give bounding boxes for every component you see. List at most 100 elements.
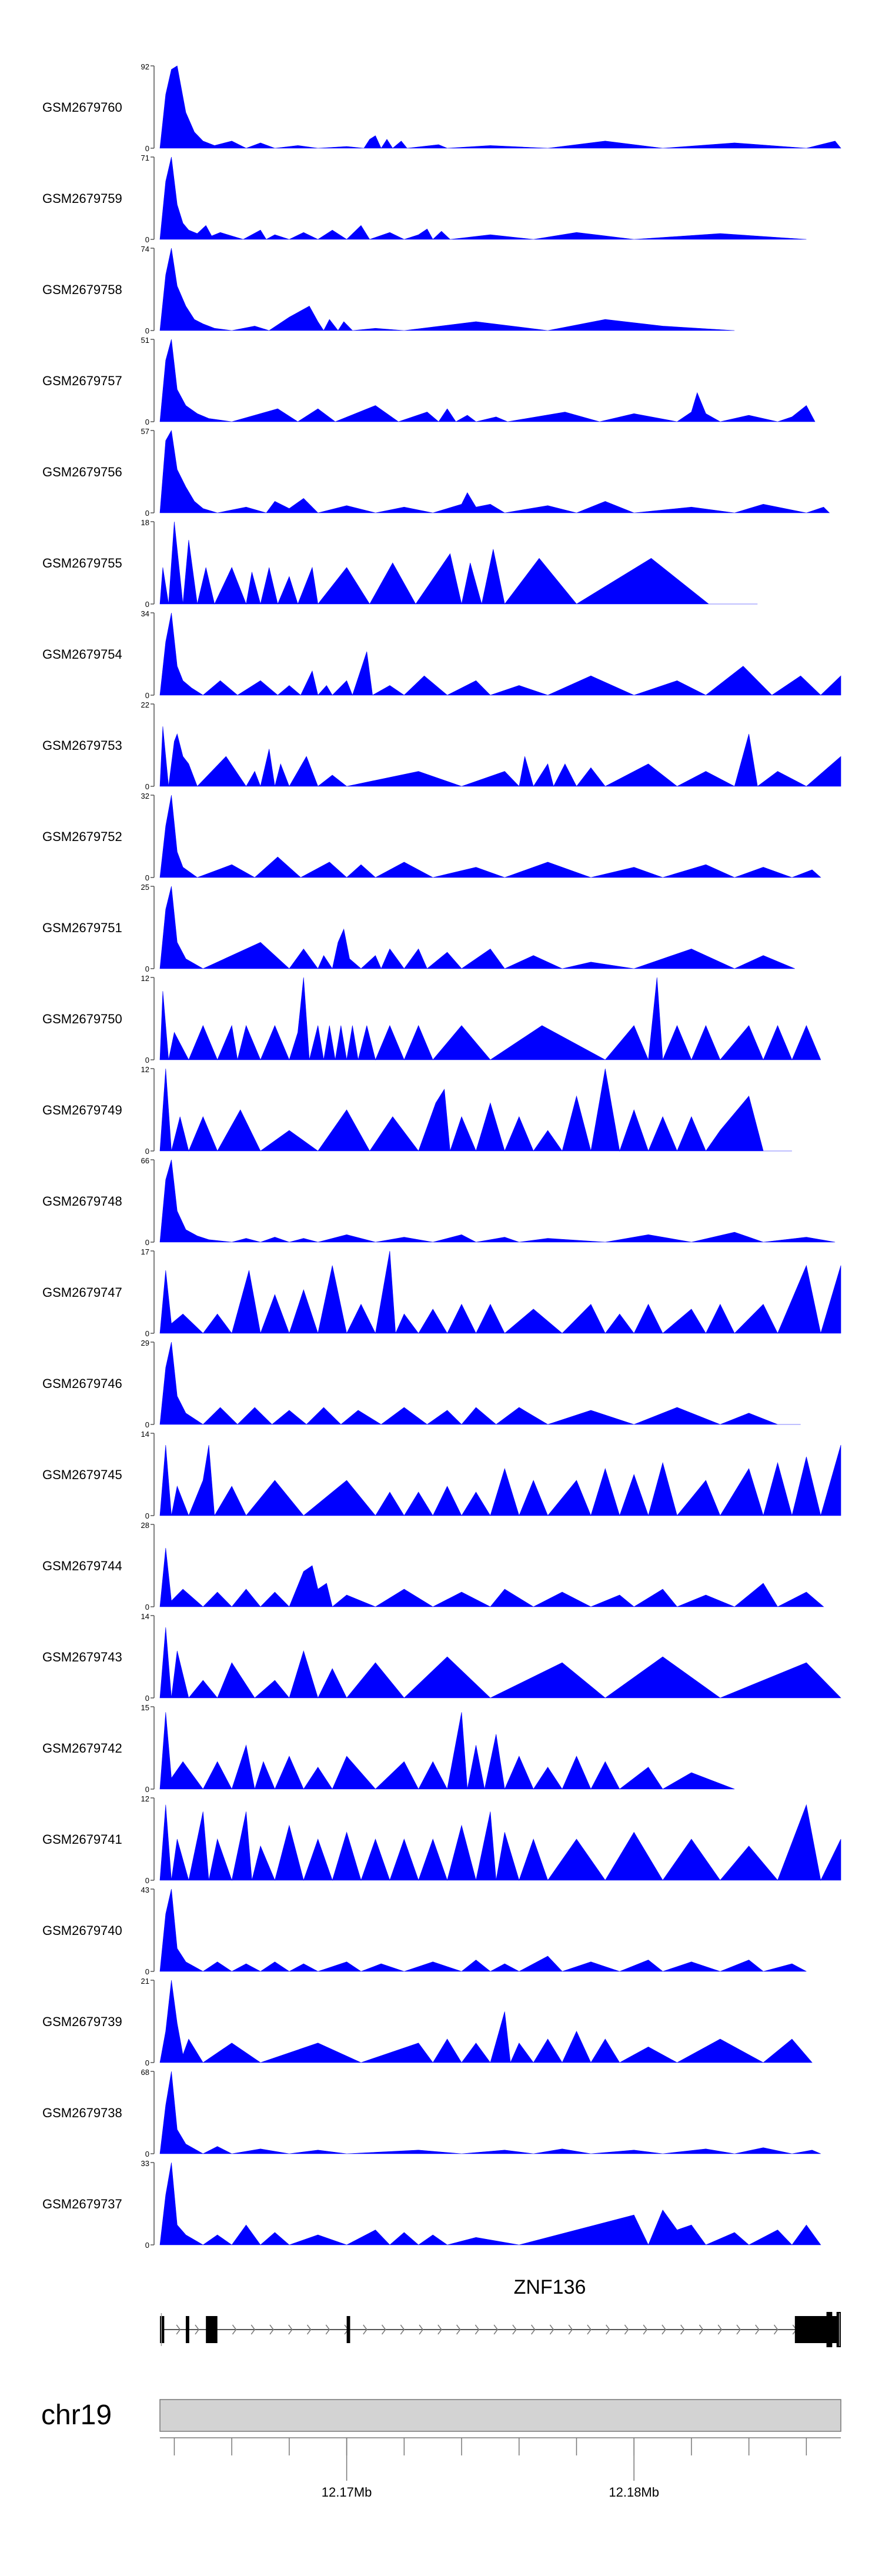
strand-arrow xyxy=(568,2324,573,2335)
strand-arrow xyxy=(381,2324,386,2335)
strand-arrow xyxy=(531,2324,536,2335)
coverage-area xyxy=(159,1888,807,1972)
coverage-area xyxy=(159,1250,841,1334)
y-min-label: 0 xyxy=(145,418,149,426)
track-label: GSM2679746 xyxy=(42,1376,122,1391)
track-label: GSM2679745 xyxy=(42,1467,122,1482)
strand-arrow xyxy=(456,2324,461,2335)
coverage-area xyxy=(159,339,816,422)
coverage-area xyxy=(159,248,735,331)
strand-arrow xyxy=(512,2324,517,2335)
y-min-label: 0 xyxy=(145,1511,149,1520)
ideogram-track: chr19 xyxy=(41,2399,841,2432)
strand-arrow xyxy=(176,2324,181,2335)
y-min-label: 0 xyxy=(145,1876,149,1885)
track-GSM2679745: GSM2679745 14 0 xyxy=(42,1430,841,1520)
track-GSM2679760: GSM2679760 92 0 xyxy=(42,62,841,153)
track-GSM2679752: GSM2679752 32 0 xyxy=(42,792,821,882)
y-min-label: 0 xyxy=(145,600,149,609)
coverage-tracks: GSM2679760920GSM2679759710GSM2679758740G… xyxy=(42,62,841,2250)
track-GSM2679741: GSM2679741 12 0 xyxy=(42,1794,841,1885)
track-label: GSM2679748 xyxy=(42,1194,122,1209)
track-label: GSM2679749 xyxy=(42,1103,122,1117)
y-min-label: 0 xyxy=(145,691,149,700)
y-max-label: 14 xyxy=(141,1430,149,1439)
track-label: GSM2679742 xyxy=(42,1741,122,1756)
track-GSM2679739: GSM2679739 21 0 xyxy=(42,1977,813,2067)
y-max-label: 57 xyxy=(141,427,149,436)
coverage-area xyxy=(159,521,758,605)
y-min-label: 0 xyxy=(145,1420,149,1429)
y-max-label: 66 xyxy=(141,1156,149,1165)
y-min-label: 0 xyxy=(145,235,149,244)
strand-arrow xyxy=(755,2324,760,2335)
track-label: GSM2679743 xyxy=(42,1650,122,1664)
exon xyxy=(206,2316,218,2343)
strand-arrow xyxy=(587,2324,592,2335)
y-max-label: 22 xyxy=(141,700,149,709)
strand-arrow xyxy=(195,2324,199,2335)
y-min-label: 0 xyxy=(145,782,149,791)
strand-arrow xyxy=(717,2324,723,2335)
coverage-area xyxy=(159,977,821,1060)
y-min-label: 0 xyxy=(145,1329,149,1338)
y-min-label: 0 xyxy=(145,1694,149,1703)
exon xyxy=(160,2316,165,2343)
strand-arrow xyxy=(736,2324,741,2335)
track-label: GSM2679747 xyxy=(42,1285,122,1300)
y-max-label: 18 xyxy=(141,518,149,527)
y-max-label: 32 xyxy=(141,792,149,800)
y-min-label: 0 xyxy=(145,1056,149,1065)
coverage-area xyxy=(159,2162,821,2245)
track-GSM2679749: GSM2679749 12 0 xyxy=(42,1065,792,1156)
strand-arrow xyxy=(643,2324,648,2335)
coverage-area xyxy=(159,1342,801,1425)
y-min-label: 0 xyxy=(145,1603,149,1611)
track-GSM2679738: GSM2679738 68 0 xyxy=(42,2068,821,2158)
strand-arrow xyxy=(493,2324,499,2335)
track-label: GSM2679744 xyxy=(42,1559,122,1573)
tick-label: 12.17Mb xyxy=(322,2485,372,2500)
track-label: GSM2679760 xyxy=(42,100,122,115)
y-max-label: 17 xyxy=(141,1247,149,1256)
strand-arrow xyxy=(400,2324,405,2335)
track-GSM2679758: GSM2679758 74 0 xyxy=(42,245,735,335)
y-max-label: 71 xyxy=(141,154,149,162)
track-label: GSM2679757 xyxy=(42,373,122,388)
track-GSM2679742: GSM2679742 15 0 xyxy=(42,1703,735,1794)
coverage-area xyxy=(159,1547,824,1607)
ideogram-band xyxy=(159,2399,841,2432)
y-max-label: 25 xyxy=(141,883,149,892)
track-label: GSM2679759 xyxy=(42,191,122,206)
strand-arrow xyxy=(549,2324,554,2335)
track-GSM2679757: GSM2679757 51 0 xyxy=(42,336,816,426)
y-max-label: 28 xyxy=(141,1521,149,1530)
y-min-label: 0 xyxy=(145,1147,149,1156)
track-label: GSM2679740 xyxy=(42,1923,122,1938)
y-max-label: 29 xyxy=(141,1339,149,1347)
track-label: GSM2679754 xyxy=(42,647,122,662)
strand-arrow xyxy=(475,2324,480,2335)
track-GSM2679744: GSM2679744 28 0 xyxy=(42,1521,824,1611)
y-max-label: 14 xyxy=(141,1612,149,1621)
track-label: GSM2679737 xyxy=(42,2197,122,2211)
y-min-label: 0 xyxy=(145,144,149,153)
y-min-label: 0 xyxy=(145,1785,149,1794)
track-label: GSM2679753 xyxy=(42,738,122,753)
track-GSM2679737: GSM2679737 33 0 xyxy=(42,2159,821,2250)
y-max-label: 12 xyxy=(141,974,149,983)
strand-arrow xyxy=(232,2324,237,2335)
exon xyxy=(185,2316,189,2343)
strand-arrow xyxy=(773,2324,779,2335)
strand-arrow xyxy=(306,2324,312,2335)
track-GSM2679746: GSM2679746 29 0 xyxy=(42,1339,801,1429)
y-max-label: 34 xyxy=(141,609,149,618)
y-min-label: 0 xyxy=(145,509,149,518)
track-GSM2679753: GSM2679753 22 0 xyxy=(42,700,841,791)
strand-arrow xyxy=(250,2324,256,2335)
y-max-label: 68 xyxy=(141,2068,149,2077)
track-label: GSM2679750 xyxy=(42,1012,122,1026)
track-GSM2679759: GSM2679759 71 0 xyxy=(42,154,807,244)
y-min-label: 0 xyxy=(145,1967,149,1976)
